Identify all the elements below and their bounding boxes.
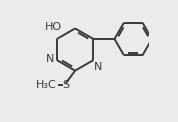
Text: HO: HO bbox=[45, 22, 62, 32]
Text: N: N bbox=[45, 55, 54, 65]
Text: N: N bbox=[94, 62, 102, 72]
Text: H₃C: H₃C bbox=[36, 80, 57, 90]
Text: S: S bbox=[62, 80, 69, 90]
